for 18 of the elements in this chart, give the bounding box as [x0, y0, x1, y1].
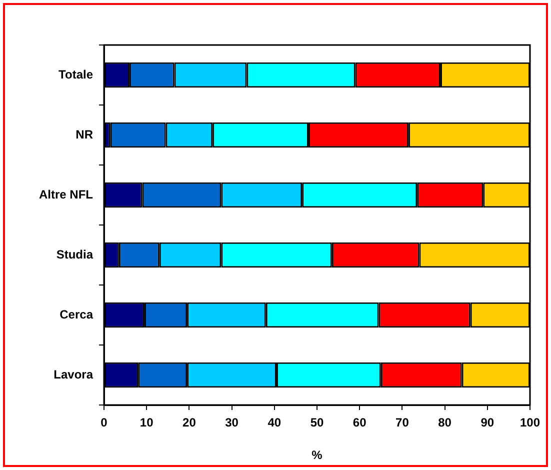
y-tick-label: Altre NFL	[39, 187, 93, 202]
x-tick-label: 40	[268, 416, 282, 430]
y-tick-label: NR	[76, 127, 94, 142]
x-tick-label: 90	[480, 416, 494, 430]
y-tick-label: Studia	[56, 247, 94, 262]
x-tick-label: 80	[438, 416, 452, 430]
x-tick-label: 70	[396, 416, 410, 430]
x-tick-label: 10	[140, 416, 154, 430]
x-tick-label: 50	[310, 416, 324, 430]
x-axis-title: %	[312, 448, 323, 462]
y-tick-label: Totale	[58, 67, 94, 82]
x-tick-label: 60	[352, 416, 367, 430]
x-tick-label: 30	[225, 416, 239, 430]
y-tick-label: Lavora	[54, 367, 94, 382]
x-tick-label: 0	[100, 416, 108, 430]
x-tick-label: 100	[520, 416, 540, 430]
y-tick-label: Cerca	[60, 307, 94, 322]
x-tick-label: 20	[182, 416, 196, 430]
